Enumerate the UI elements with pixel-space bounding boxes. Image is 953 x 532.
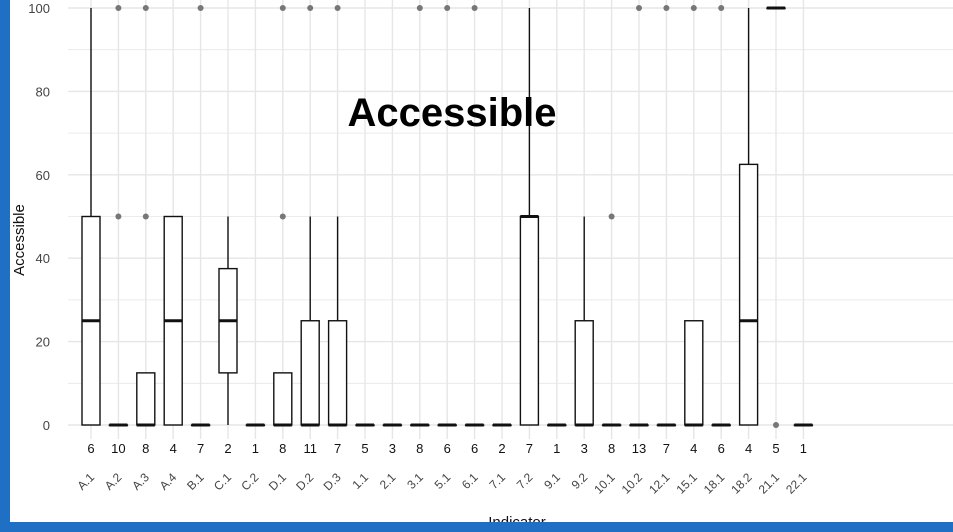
y-tick-label: 20 [36, 335, 50, 350]
box-layer [81, 5, 814, 428]
grid-layer [68, 0, 953, 439]
y-tick-label: 100 [28, 1, 50, 16]
count-label: 4 [170, 441, 177, 456]
count-label: 1 [800, 441, 807, 456]
count-label: 4 [745, 441, 752, 456]
x-tick-label: C.1 [211, 470, 234, 493]
count-label: 8 [416, 441, 423, 456]
x-tick-label: D.1 [266, 470, 289, 493]
count-label: 7 [197, 441, 204, 456]
count-label: 4 [690, 441, 697, 456]
count-label: 6 [444, 441, 451, 456]
x-axis-title: Indicator [488, 514, 546, 522]
x-tick-label: C.2 [238, 470, 261, 493]
count-label: 2 [224, 441, 231, 456]
count-label: 2 [498, 441, 505, 456]
outlier-point [608, 213, 615, 220]
count-label: 1 [553, 441, 560, 456]
box [519, 215, 540, 426]
count-label: 8 [142, 441, 149, 456]
count-label: 7 [334, 441, 341, 456]
box [684, 320, 704, 426]
outlier-point [334, 5, 341, 11]
x-tick-label: A.1 [74, 470, 97, 493]
count-label: 10 [111, 441, 125, 456]
x-tick-label: 22.1 [783, 470, 810, 497]
count-label: 1 [252, 441, 259, 456]
box [738, 163, 759, 426]
x-tick-label: A.4 [157, 470, 180, 493]
x-tick-label: 5.1 [432, 470, 454, 492]
count-label: 8 [279, 441, 286, 456]
outlier-point [690, 5, 697, 11]
count-label: 7 [663, 441, 670, 456]
count-label: 5 [361, 441, 368, 456]
count-label: 11 [303, 441, 317, 456]
count-label: 6 [87, 441, 94, 456]
count-label: 7 [526, 441, 533, 456]
x-tick-label: A.3 [129, 470, 152, 493]
x-tick-label: 3.1 [404, 470, 426, 492]
x-tick-label: 7.1 [486, 470, 508, 492]
outlier-point [636, 5, 642, 11]
outlier-point [718, 5, 725, 11]
count-label: 8 [608, 441, 615, 456]
box [300, 320, 320, 426]
outlier-point [663, 5, 670, 11]
count-label: 5 [772, 441, 779, 456]
x-tick-label: B.1 [184, 470, 207, 493]
y-tick-label: 60 [36, 168, 50, 183]
outlier-point [115, 213, 122, 220]
box [574, 320, 594, 426]
y-tick-label: 80 [36, 84, 50, 99]
x-tick-label: A.2 [102, 470, 125, 493]
x-tick-label: 2.1 [377, 470, 399, 492]
x-tick-label: 18.2 [728, 470, 755, 497]
count-label: 3 [581, 441, 588, 456]
x-tick-label: 9.2 [569, 470, 591, 492]
x-tick-label: 18.1 [701, 470, 728, 497]
boxplot-chart: 0 20 40 60 80 100 6 A.1 10 A.2 8 A.3 4 A.4 7 B.1 2 C.1 1 C.… [11, 0, 953, 522]
outlier-point [416, 5, 423, 11]
x-tick-label: 1.1 [349, 470, 371, 492]
count-label: 13 [632, 441, 646, 456]
outlier-point [471, 5, 478, 11]
x-tick-label: D.2 [293, 470, 316, 493]
box [136, 372, 156, 426]
x-tick-label: 10.1 [591, 470, 618, 497]
x-tick-label: 21.1 [756, 470, 783, 497]
x-tick-label: 9.1 [541, 470, 563, 492]
y-tick-label: 40 [36, 251, 50, 266]
outlier-point [279, 5, 286, 11]
outlier-point [142, 5, 149, 11]
outlier-point [279, 213, 286, 220]
outlier-point [773, 422, 779, 428]
x-tick-label: 10.2 [619, 470, 646, 497]
y-axis-title: Accessible [11, 204, 28, 276]
count-label: 6 [471, 441, 478, 456]
count-label: 6 [718, 441, 725, 456]
x-tick-label: 7.2 [514, 470, 536, 492]
chart-title: Accessible [347, 91, 556, 135]
x-tick-label: D.3 [321, 470, 344, 493]
box [327, 320, 348, 426]
x-tick-label: 15.1 [674, 470, 701, 497]
box [273, 372, 293, 426]
count-label: 3 [389, 441, 396, 456]
outlier-point [307, 5, 314, 11]
chart-panel: 0 20 40 60 80 100 6 A.1 10 A.2 8 A.3 4 A.4 7 B.1 2 C.1 1 C.… [10, 0, 953, 522]
outlier-point [444, 5, 451, 11]
outlier-point [115, 5, 122, 11]
x-tick-label: 12.1 [646, 470, 673, 497]
x-tick-label: 6.1 [459, 470, 481, 492]
y-tick-label: 0 [43, 418, 50, 433]
outlier-point [197, 5, 204, 11]
outlier-point [142, 213, 149, 220]
